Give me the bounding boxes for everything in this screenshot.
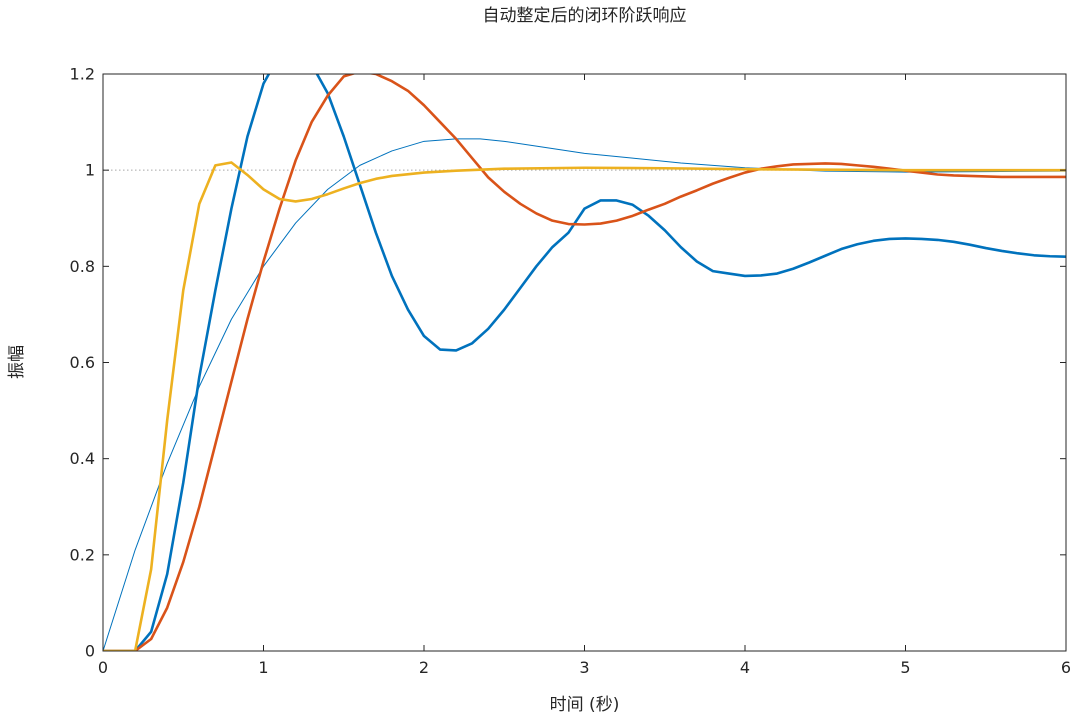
y-tick-label: 1.2 <box>70 65 95 84</box>
x-tick-label: 2 <box>419 658 429 677</box>
x-tick-label: 0 <box>98 658 108 677</box>
y-tick-label: 1 <box>85 161 95 180</box>
x-tick-label: 6 <box>1061 658 1071 677</box>
y-axis-label: 振幅 <box>7 345 27 379</box>
x-tick-label: 4 <box>740 658 750 677</box>
plot-area-background <box>103 74 1066 651</box>
y-tick-label: 0.8 <box>70 257 95 276</box>
series-layer <box>103 74 1066 651</box>
series-line-2 <box>103 74 1066 651</box>
y-tick-label: 0 <box>85 642 95 661</box>
ticks-layer: 0 1 2 3 4 5 6 0 0.2 0.4 0.6 0.8 1 1.2 <box>70 65 1072 678</box>
x-tick-label: 3 <box>579 658 589 677</box>
series-line-4 <box>103 161 1066 651</box>
x-tick-label: 1 <box>258 658 268 677</box>
y-tick-label: 0.6 <box>70 353 95 372</box>
y-tick-label: 0.4 <box>70 449 95 468</box>
chart-title: 自动整定后的闭环阶跃响应 <box>483 6 687 26</box>
x-tick-label: 5 <box>900 658 910 677</box>
y-tick-label: 0.2 <box>70 545 95 564</box>
x-axis-label: 时间 (秒) <box>550 695 620 715</box>
